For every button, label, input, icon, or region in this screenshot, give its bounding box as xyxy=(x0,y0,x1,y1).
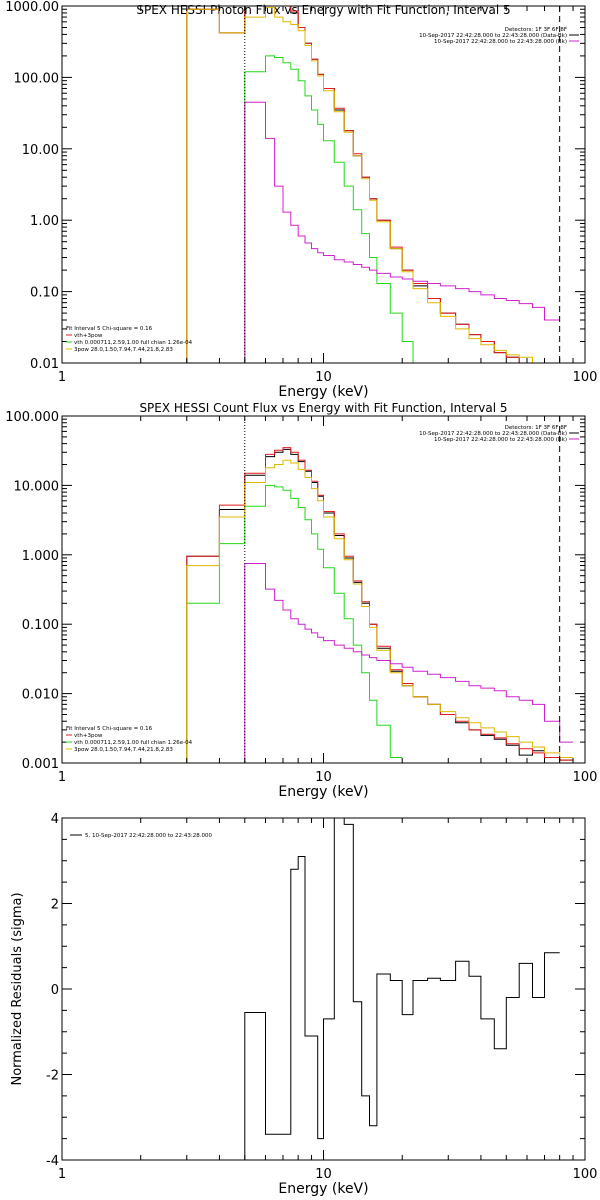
y-tick-label: 0 xyxy=(51,983,59,998)
y-tick-label: -2 xyxy=(46,1069,59,1084)
legend-right-entry: 10-Sep-2017 22:42:28.000 to 22:43:28.000… xyxy=(419,33,567,39)
y-tick-label: 100.00 xyxy=(14,71,60,86)
legend-left-entry: 3pow 28.0,1.50,7.94,7.44,21.8,2.83 xyxy=(74,747,173,753)
plot-frame xyxy=(61,415,586,764)
legend-right-entry: 10-Sep-2017 22:42:28.000 to 22:43:28.000… xyxy=(434,39,567,45)
series-line-residuals xyxy=(244,818,560,1160)
y-tick-label: 0.010 xyxy=(22,688,59,703)
y-tick-label: 0.10 xyxy=(30,286,59,301)
legend-left-entry: Fit Interval 5 Chi-square = 0.16 xyxy=(66,726,153,732)
legend-right-entry: Detectors: 1F 3F 6F 8F xyxy=(505,27,567,33)
x-tick-label: 100 xyxy=(573,1167,598,1182)
x-axis-label: Energy (keV) xyxy=(278,784,368,800)
series-group xyxy=(186,6,560,363)
y-axis-label: Normalized Residuals (sigma) xyxy=(10,892,25,1085)
series-line-vth xyxy=(186,484,403,763)
x-axis-label: Energy (keV) xyxy=(278,1181,368,1197)
y-tick-label: 1.00 xyxy=(30,214,59,229)
legend-right-entry: 10-Sep-2017 22:42:28.000 to 22:43:28.000… xyxy=(434,437,567,443)
y-tick-label: -4 xyxy=(46,1154,59,1169)
legend-left-entry: vth 0.000711,2.59,1.00 full chian 1.26e-… xyxy=(74,340,193,346)
series-line-vth xyxy=(244,55,414,363)
y-tick-label: 100.000 xyxy=(5,410,59,425)
y-tick-label: 10.00 xyxy=(22,143,59,158)
series-line-3pow xyxy=(186,459,573,763)
legend-left-entry: vth 0.000711,2.59,1.00 full chian 1.26e-… xyxy=(74,740,193,746)
x-tick-label: 1 xyxy=(58,370,66,385)
legend-left-entry: Fit Interval 5 Chi-square = 0.16 xyxy=(66,326,153,332)
x-tick-label: 1 xyxy=(58,1167,66,1182)
legend-left-entry: vth+3pow xyxy=(74,333,103,339)
chart-panel-3: 1 10 100 Energy (keV) -4 -2 0 2 4 Normalized Resi… xyxy=(10,812,597,1197)
chart-panel-1: SPEX HESSI Photon Flux vs Energy with Fi… xyxy=(5,0,597,400)
series-line-vth-3pow xyxy=(186,447,573,763)
y-tick-label: 4 xyxy=(51,812,59,827)
y-tick-label: 2 xyxy=(51,898,59,913)
x-tick-label: 100 xyxy=(573,370,598,385)
y-tick-label: 1000.00 xyxy=(5,0,59,15)
legend-left-entry: vth+3pow xyxy=(74,733,103,739)
y-tick-label: 0.001 xyxy=(22,757,59,772)
series-line-bk xyxy=(244,101,560,363)
chart-title: SPEX HESSI Count Flux vs Energy with Fit… xyxy=(139,401,507,415)
series-line-bk xyxy=(244,563,573,763)
series-line-3pow xyxy=(186,7,545,363)
series-group xyxy=(244,818,560,1160)
plot-frame xyxy=(61,5,586,364)
x-tick-label: 10 xyxy=(315,1167,332,1182)
x-tick-label: 100 xyxy=(573,770,598,785)
series-line-data-bk xyxy=(186,6,533,363)
legend-left-entry: 3pow 28.0,1.50,7.94,7.44,21.8,2.83 xyxy=(74,347,173,353)
x-tick-label: 10 xyxy=(315,770,332,785)
chart-panel-2: SPEX HESSI Count Flux vs Energy with Fit… xyxy=(5,401,597,800)
series-group xyxy=(186,447,573,763)
series-line-vth-3pow xyxy=(186,6,533,363)
legend-right-entry: 10-Sep-2017 22:42:28.000 to 22:43:28.000… xyxy=(419,431,567,437)
y-tick-label: 0.01 xyxy=(30,357,59,372)
y-tick-label: 1.000 xyxy=(22,549,59,564)
legend-entry: 5, 10-Sep-2017 22:42:28.000 to 22:43:28.… xyxy=(85,833,212,839)
x-tick-label: 1 xyxy=(58,770,66,785)
legend-right-entry: Detectors: 1F 3F 6F 8F xyxy=(505,425,567,431)
x-axis-label: Energy (keV) xyxy=(278,384,368,400)
y-tick-label: 0.100 xyxy=(22,618,59,633)
x-tick-label: 10 xyxy=(315,370,332,385)
y-tick-label: 10.000 xyxy=(14,479,60,494)
